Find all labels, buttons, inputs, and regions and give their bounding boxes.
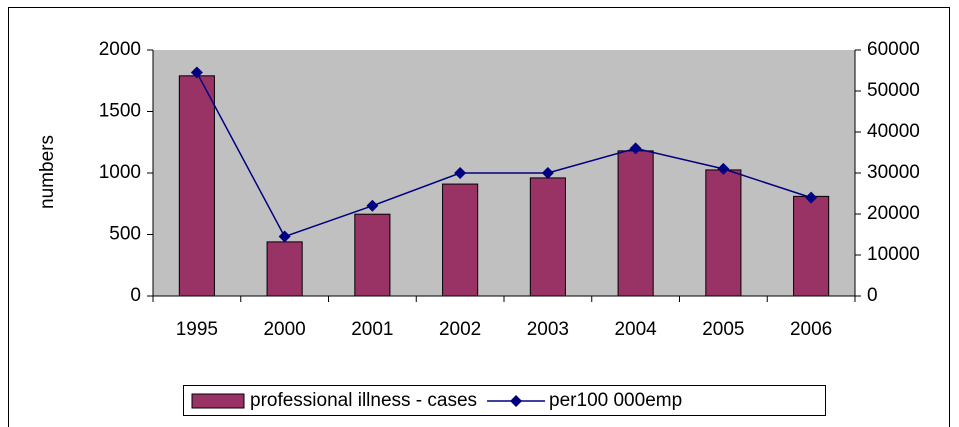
x-tick-label: 2003 (527, 319, 569, 340)
line-marker (541, 167, 554, 179)
y-tick-label: 1000 (99, 162, 141, 183)
y2-tick-label: 30000 (867, 162, 920, 183)
line-marker (629, 142, 642, 155)
line-marker (717, 162, 730, 175)
bar (354, 213, 391, 297)
line-marker (366, 199, 379, 212)
y2-tick-label: 40000 (867, 121, 920, 142)
y-tick-label: 500 (109, 224, 141, 245)
bar (266, 241, 303, 297)
bar (617, 150, 654, 297)
y-axis-title: numbers (37, 135, 58, 209)
y-tick-label: 2000 (99, 39, 141, 60)
y2-tick-label: 10000 (867, 244, 920, 265)
x-tick-label: 2004 (614, 319, 657, 340)
bar (178, 75, 215, 297)
line-marker (278, 230, 291, 243)
line (196, 72, 812, 238)
line-marker (805, 191, 818, 204)
y2-tick-label: 50000 (867, 80, 920, 101)
y-tick-label: 0 (130, 285, 141, 306)
x-tick-label: 2000 (263, 319, 305, 340)
x-tick-label: 2001 (351, 319, 393, 340)
y2-tick-label: 0 (867, 285, 878, 306)
legend-label: professional illness - cases (250, 390, 477, 411)
y2-tick-label: 60000 (867, 39, 920, 60)
legend-marker (510, 395, 523, 407)
y-tick-label: 1500 (99, 101, 141, 122)
bar (442, 183, 479, 297)
x-tick-label: 1995 (176, 319, 218, 340)
legend-label: per100 000emp (549, 390, 682, 411)
x-tick-label: 2006 (790, 319, 832, 340)
legend-swatch (191, 393, 245, 409)
bar (793, 195, 830, 297)
line-marker (190, 66, 203, 79)
y2-tick-label: 20000 (867, 203, 920, 224)
x-tick-label: 2002 (439, 319, 481, 340)
bar (705, 169, 742, 297)
x-tick-label: 2005 (702, 319, 744, 340)
line-marker (454, 167, 467, 179)
bar (529, 177, 566, 297)
